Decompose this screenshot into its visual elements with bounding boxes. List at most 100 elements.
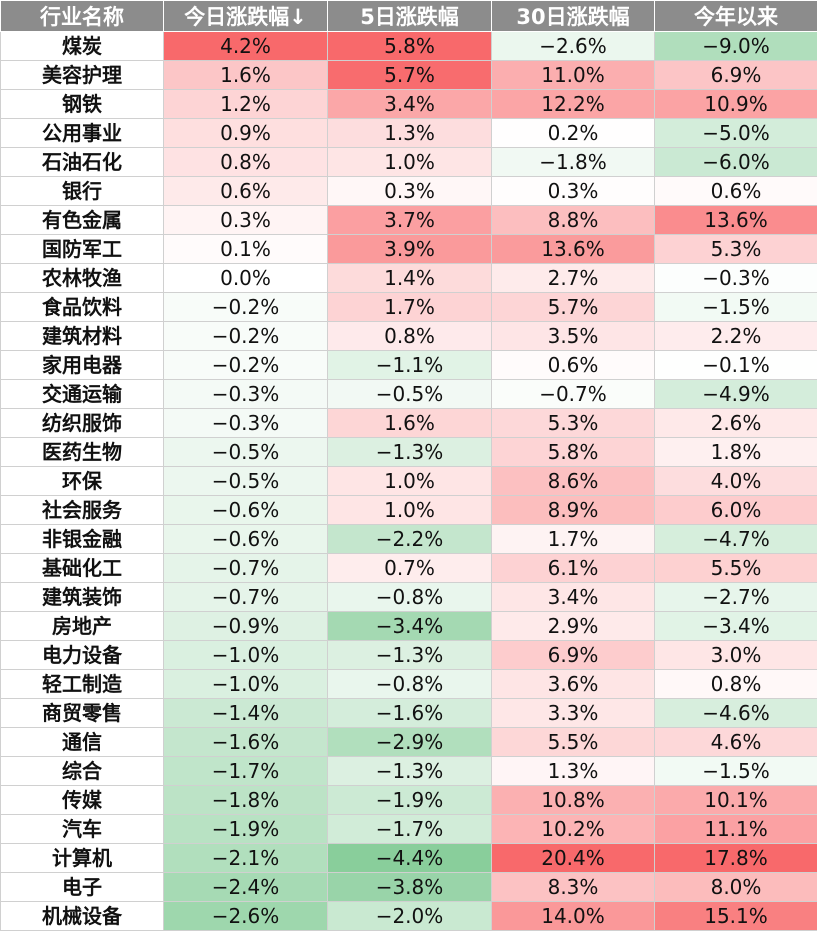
value-cell-5day: 5.8% xyxy=(328,32,492,61)
value-cell-5day: 1.0% xyxy=(328,148,492,177)
industry-name-cell: 基础化工 xyxy=(1,554,164,583)
value-cell-30day: −2.6% xyxy=(492,32,655,61)
industry-name-cell: 非银金融 xyxy=(1,525,164,554)
value-cell-30day: 8.6% xyxy=(492,467,655,496)
value-cell-today: −1.9% xyxy=(164,815,328,844)
value-cell-5day: 1.0% xyxy=(328,467,492,496)
value-cell-30day: 3.4% xyxy=(492,583,655,612)
column-header-5day[interactable]: 5日涨跌幅 xyxy=(328,1,492,32)
table-row: 家用电器−0.2%−1.1%0.6%−0.1% xyxy=(1,351,817,380)
table-row: 环保−0.5%1.0%8.6%4.0% xyxy=(1,467,817,496)
value-cell-5day: −0.8% xyxy=(328,670,492,699)
value-cell-ytd: 17.8% xyxy=(655,844,817,873)
value-cell-30day: 6.9% xyxy=(492,641,655,670)
value-cell-ytd: 1.8% xyxy=(655,438,817,467)
industry-name-cell: 电子 xyxy=(1,873,164,902)
value-cell-ytd: −1.5% xyxy=(655,757,817,786)
value-cell-5day: −1.3% xyxy=(328,757,492,786)
value-cell-today: 0.3% xyxy=(164,206,328,235)
industry-name-cell: 国防军工 xyxy=(1,235,164,264)
value-cell-5day: 0.3% xyxy=(328,177,492,206)
value-cell-30day: 5.5% xyxy=(492,728,655,757)
value-cell-5day: 0.7% xyxy=(328,554,492,583)
value-cell-30day: 5.3% xyxy=(492,409,655,438)
value-cell-ytd: 6.0% xyxy=(655,496,817,525)
value-cell-ytd: −6.0% xyxy=(655,148,817,177)
value-cell-today: 0.0% xyxy=(164,264,328,293)
industry-name-cell: 美容护理 xyxy=(1,61,164,90)
value-cell-today: −1.0% xyxy=(164,670,328,699)
value-cell-30day: 0.3% xyxy=(492,177,655,206)
table-row: 轻工制造−1.0%−0.8%3.6%0.8% xyxy=(1,670,817,699)
value-cell-ytd: −5.0% xyxy=(655,119,817,148)
value-cell-30day: 8.3% xyxy=(492,873,655,902)
table-row: 汽车−1.9%−1.7%10.2%11.1% xyxy=(1,815,817,844)
value-cell-today: 0.9% xyxy=(164,119,328,148)
value-cell-ytd: 10.1% xyxy=(655,786,817,815)
value-cell-30day: −0.7% xyxy=(492,380,655,409)
value-cell-30day: 1.7% xyxy=(492,525,655,554)
value-cell-5day: 3.9% xyxy=(328,235,492,264)
table-row: 通信−1.6%−2.9%5.5%4.6% xyxy=(1,728,817,757)
value-cell-today: −0.5% xyxy=(164,438,328,467)
table-row: 建筑材料−0.2%0.8%3.5%2.2% xyxy=(1,322,817,351)
value-cell-ytd: 4.6% xyxy=(655,728,817,757)
industry-name-cell: 综合 xyxy=(1,757,164,786)
value-cell-ytd: −4.6% xyxy=(655,699,817,728)
industry-name-cell: 轻工制造 xyxy=(1,670,164,699)
industry-name-cell: 有色金属 xyxy=(1,206,164,235)
value-cell-ytd: −1.5% xyxy=(655,293,817,322)
value-cell-30day: 8.8% xyxy=(492,206,655,235)
value-cell-5day: −0.8% xyxy=(328,583,492,612)
industry-name-cell: 农林牧渔 xyxy=(1,264,164,293)
value-cell-ytd: 2.6% xyxy=(655,409,817,438)
table-row: 房地产−0.9%−3.4%2.9%−3.4% xyxy=(1,612,817,641)
value-cell-5day: −1.1% xyxy=(328,351,492,380)
value-cell-30day: 5.8% xyxy=(492,438,655,467)
value-cell-5day: −1.3% xyxy=(328,641,492,670)
industry-name-cell: 计算机 xyxy=(1,844,164,873)
industry-name-cell: 公用事业 xyxy=(1,119,164,148)
value-cell-30day: 14.0% xyxy=(492,902,655,931)
industry-name-cell: 环保 xyxy=(1,467,164,496)
value-cell-30day: 2.7% xyxy=(492,264,655,293)
value-cell-ytd: 15.1% xyxy=(655,902,817,931)
industry-name-cell: 纺织服饰 xyxy=(1,409,164,438)
industry-name-cell: 钢铁 xyxy=(1,90,164,119)
value-cell-30day: 6.1% xyxy=(492,554,655,583)
value-cell-30day: 3.6% xyxy=(492,670,655,699)
table-row: 电子−2.4%−3.8%8.3%8.0% xyxy=(1,873,817,902)
value-cell-today: −1.0% xyxy=(164,641,328,670)
value-cell-today: −0.5% xyxy=(164,467,328,496)
value-cell-5day: 3.7% xyxy=(328,206,492,235)
value-cell-ytd: 11.1% xyxy=(655,815,817,844)
value-cell-30day: 13.6% xyxy=(492,235,655,264)
value-cell-today: −0.2% xyxy=(164,293,328,322)
value-cell-ytd: 4.0% xyxy=(655,467,817,496)
column-header-ytd[interactable]: 今年以来 xyxy=(655,1,817,32)
industry-name-cell: 银行 xyxy=(1,177,164,206)
value-cell-5day: 5.7% xyxy=(328,61,492,90)
industry-name-cell: 家用电器 xyxy=(1,351,164,380)
value-cell-30day: 8.9% xyxy=(492,496,655,525)
industry-name-cell: 商贸零售 xyxy=(1,699,164,728)
column-header-today[interactable]: 今日涨跌幅↓ xyxy=(164,1,328,32)
value-cell-ytd: 5.3% xyxy=(655,235,817,264)
table-row: 纺织服饰−0.3%1.6%5.3%2.6% xyxy=(1,409,817,438)
column-header-30day[interactable]: 30日涨跌幅 xyxy=(492,1,655,32)
value-cell-5day: 1.3% xyxy=(328,119,492,148)
value-cell-today: −0.6% xyxy=(164,496,328,525)
value-cell-ytd: 2.2% xyxy=(655,322,817,351)
value-cell-30day: 0.6% xyxy=(492,351,655,380)
value-cell-ytd: −3.4% xyxy=(655,612,817,641)
table-row: 基础化工−0.7%0.7%6.1%5.5% xyxy=(1,554,817,583)
column-header-industry[interactable]: 行业名称 xyxy=(1,1,164,32)
industry-name-cell: 传媒 xyxy=(1,786,164,815)
value-cell-30day: 3.5% xyxy=(492,322,655,351)
